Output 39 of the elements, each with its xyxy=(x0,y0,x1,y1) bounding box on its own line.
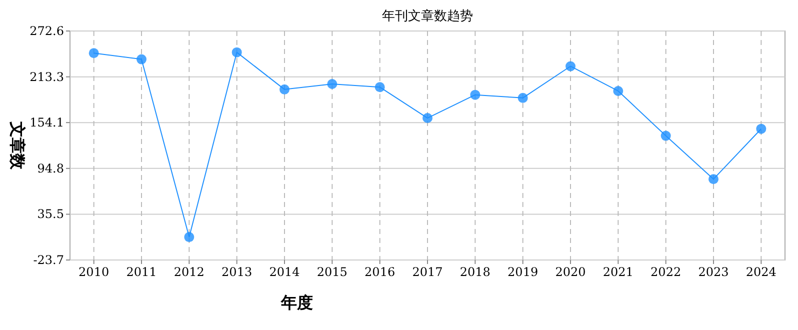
point xyxy=(232,47,242,58)
y-tick-label: 35.5 xyxy=(37,207,64,222)
point xyxy=(613,86,624,96)
point xyxy=(470,90,480,100)
x-tick-label: 2019 xyxy=(508,265,538,279)
y-axis-title: 文章数 xyxy=(8,120,27,170)
x-tick-label: 2022 xyxy=(650,265,682,279)
point xyxy=(660,130,671,141)
point xyxy=(88,48,99,58)
x-tick-label: 2015 xyxy=(316,265,348,279)
y-tick-label: 272.6 xyxy=(30,24,64,38)
point xyxy=(518,92,528,103)
x-tick-label: 2020 xyxy=(555,265,586,279)
x-tick-label: 2024 xyxy=(746,265,777,279)
point xyxy=(566,61,576,72)
point xyxy=(756,124,766,134)
x-axis-title: 年度 xyxy=(280,293,313,312)
chart-title: 年刊文章数趋势 xyxy=(382,9,473,24)
x-tick-label: 2021 xyxy=(602,265,634,279)
point xyxy=(708,174,718,184)
x-tick-label: 2023 xyxy=(698,265,729,279)
y-tick-label: -23.7 xyxy=(33,253,64,267)
x-tick-label: 2017 xyxy=(412,265,443,279)
x-tick-label: 2014 xyxy=(269,265,300,279)
y-tick-label: 213.3 xyxy=(30,70,64,84)
y-tick-label: 94.8 xyxy=(37,161,64,176)
x-tick-label: 2010 xyxy=(78,265,110,279)
point xyxy=(327,79,338,90)
x-tick-label: 2011 xyxy=(126,265,157,279)
point xyxy=(136,54,146,64)
y-tick-label: 154.1 xyxy=(30,116,64,130)
point xyxy=(184,232,194,242)
x-tick-label: 2012 xyxy=(174,265,204,279)
point xyxy=(280,84,290,94)
x-tick-label: 2018 xyxy=(460,265,490,279)
point xyxy=(422,113,432,124)
x-tick-label: 2016 xyxy=(364,265,396,279)
point xyxy=(374,82,385,92)
x-tick-label: 2013 xyxy=(222,265,252,279)
